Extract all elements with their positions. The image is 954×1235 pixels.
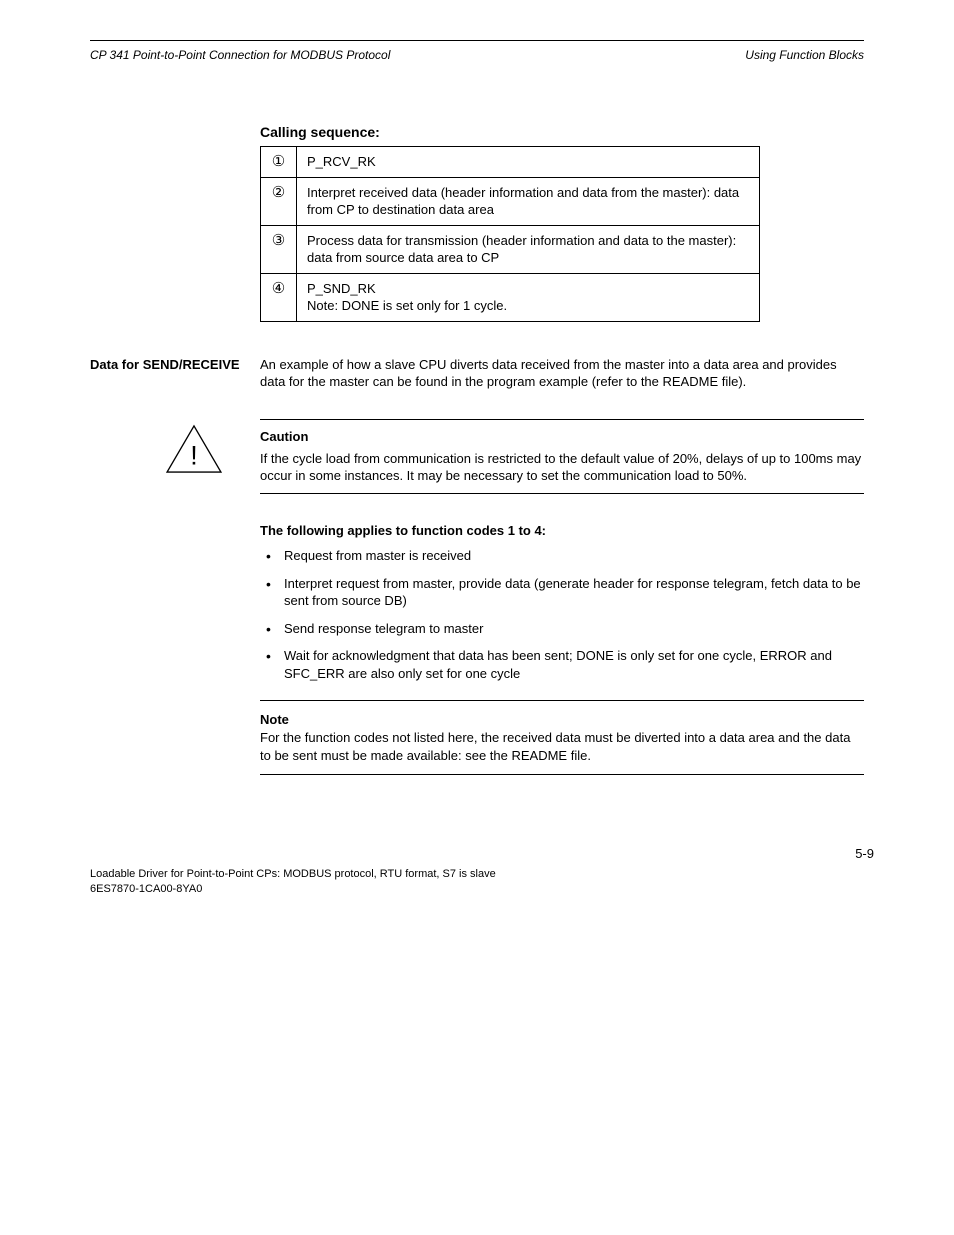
note-rule-bottom — [260, 774, 864, 775]
circled-4-icon: ④ — [272, 280, 285, 297]
caution-block: ! Caution If the cycle load from communi… — [260, 419, 864, 494]
sequence-heading: Calling sequence: — [260, 123, 864, 142]
header-right: Using Function Blocks — [745, 47, 864, 63]
caution-rule-bottom — [260, 493, 864, 494]
list-item: Interpret request from master, provide d… — [260, 575, 864, 610]
page-number: 5-9 — [90, 845, 874, 863]
header-rule — [90, 40, 864, 41]
caution-body: If the cycle load from communication is … — [260, 450, 864, 485]
note-body: For the function codes not listed here, … — [260, 729, 864, 764]
table-row: ④ P_SND_RK Note: DONE is set only for 1 … — [261, 273, 760, 321]
note-block: Note For the function codes not listed h… — [260, 700, 864, 775]
circled-2-icon: ② — [272, 184, 285, 201]
row-text: Process data for transmission (header in… — [297, 225, 760, 273]
row-text: P_RCV_RK — [297, 147, 760, 178]
note-title: Note — [260, 711, 864, 729]
footer-ref: Loadable Driver for Point-to-Point CPs: … — [90, 867, 864, 897]
caution-rule-top — [260, 419, 864, 420]
header-left: CP 341 Point-to-Point Connection for MOD… — [90, 47, 390, 63]
table-row: ① P_RCV_RK — [261, 147, 760, 178]
fc1to4-list: Request from master is received Interpre… — [260, 547, 864, 682]
warning-triangle-icon: ! — [165, 424, 223, 479]
list-item: Wait for acknowledgment that data has be… — [260, 647, 864, 682]
svg-text:!: ! — [190, 440, 197, 470]
row-text: P_SND_RK Note: DONE is set only for 1 cy… — [297, 273, 760, 321]
send-receive-body: An example of how a slave CPU diverts da… — [260, 356, 864, 391]
circled-1-icon: ① — [272, 153, 285, 170]
send-receive-block: Data for SEND/RECEIVE An example of how … — [90, 356, 864, 391]
table-row: ③ Process data for transmission (header … — [261, 225, 760, 273]
page-header: CP 341 Point-to-Point Connection for MOD… — [90, 47, 864, 63]
fc1to4-heading: The following applies to function codes … — [260, 522, 864, 540]
row-text: Interpret received data (header informat… — [297, 177, 760, 225]
table-row: ② Interpret received data (header inform… — [261, 177, 760, 225]
sequence-table: ① P_RCV_RK ② Interpret received data (he… — [260, 146, 760, 322]
circled-3-icon: ③ — [272, 232, 285, 249]
side-label-send-receive: Data for SEND/RECEIVE — [90, 356, 240, 374]
list-item: Send response telegram to master — [260, 620, 864, 638]
list-item: Request from master is received — [260, 547, 864, 565]
caution-title: Caution — [260, 428, 864, 446]
